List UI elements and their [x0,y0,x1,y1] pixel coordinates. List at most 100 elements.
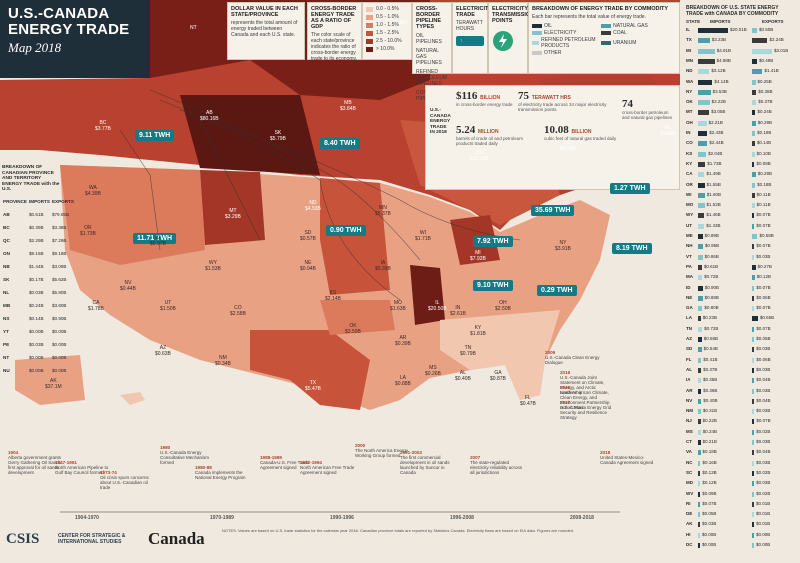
table-row: AL $0.37B $0.03B [686,366,771,373]
state-ok [320,300,395,335]
import-bar [698,254,703,260]
timeline-period: 1990-1996 [330,515,354,521]
region-label-oh: OH $2.50B [495,300,511,312]
table-row: NC $0.16B $0.03B [686,459,771,466]
region-label-ut: UT $1.50B [160,300,176,312]
import-bar [698,532,700,538]
gdp-bin: > 10.0% [366,46,408,52]
import-bar [698,223,705,229]
import-bar [698,306,703,312]
table-row: NU $0.00B $0.00B [3,367,67,373]
table-row: NH $0.95B $0.07B [686,243,771,250]
table-row: KS $2.04B $0.10B [686,150,771,157]
region-label-tn: TN $0.79B [460,345,476,357]
lightning-icon [493,31,513,51]
gdp-swatch [366,14,373,20]
state-il-highlight [410,265,445,325]
import-bar [698,89,711,95]
import-bar [698,275,703,281]
table-row: AK $0.03B $0.01B [686,521,771,528]
region-label-or: OR $1.73B [80,225,96,237]
import-bar [698,192,705,198]
gdp-bin: 1.0 - 1.5% [366,22,408,28]
export-bar [752,460,755,466]
timeline-period: 1904-1970 [75,515,99,521]
export-bar [752,182,756,188]
import-bar [698,543,700,548]
import-bar [698,501,701,507]
timeline-event: 2007 The state-regulated electricity reli… [470,455,523,475]
table-row: MB $0.24B $3.60B [3,302,67,308]
table-row: WY $1.46B $0.07B [686,212,771,219]
import-bar [698,347,702,353]
export-bar [752,470,755,476]
region-northwest [60,165,205,265]
export-bar [752,244,755,250]
import-bar [698,398,702,404]
ca-col-province: PROVINCE [3,198,27,204]
flow-pa: 0.29 TWH [537,285,577,296]
electricity-sample-arrow: ↑ [456,36,484,46]
table-row: NB $1.44B $3.09B [3,263,67,269]
region-southeast [440,310,560,400]
timeline-period: 1970-1989 [210,515,234,521]
commodity-swatch [532,51,542,55]
legend-commodity: BREAKDOWN OF ENERGY TRADE BY COMMODITY E… [528,2,680,74]
import-bar [698,512,701,518]
export-bar [752,141,755,147]
table-row: HI $0.00B $0.00B [686,531,771,538]
table-row: DE $0.05B $0.01B [686,511,771,518]
table-row: CT $0.21B $0.03B [686,439,771,445]
region-label-on: ON $17.33B [470,150,489,162]
flow-mb-nd: 8.40 TWH [320,138,360,149]
timeline-event: 1947-1951 North American Pipeline to Gulf… [55,460,109,475]
table-row: QC $2.29B $7.29B [3,237,67,243]
title-line1: U.S.-CANADA [8,5,110,22]
import-bar [698,440,701,445]
region-label-il: IL $20.50B [428,300,447,312]
flow-bc-wa: 9.11 TWH [135,130,175,141]
us-table-title: BREAKDOWN OF U.S. STATE ENERGY TRADE wit… [686,5,779,17]
table-row: MD $0.12B $0.03B [686,480,771,487]
import-bar [698,203,705,209]
table-row: SK $0.17B $5.62B [3,276,67,282]
region-label-ak: AK $37.1M [45,378,62,390]
gdp-bin: 0.5 - 1.0% [366,14,408,20]
table-row: CA $1.49B $0.29B [686,171,772,178]
gdp-swatch [366,30,373,36]
commodity-swatch [532,31,542,35]
export-bar [752,161,755,167]
export-bar [752,429,755,435]
region-label-fl: FL $0.47B [520,395,536,407]
stat-oil: 5.24 MILLION barrels of crude oil and pe… [456,124,524,146]
region-label-wy: WY $1.53B [205,260,221,272]
table-row: GA $0.80B $0.07B [686,305,771,312]
timeline-svg [60,511,620,513]
export-bar [752,419,755,425]
table-row: NS $0.14B $0.90B [3,315,67,321]
commodity-item: OIL [532,23,601,29]
commodity-item: ELECTRICITY [532,30,601,36]
commodity-item: COAL [601,30,670,36]
pipeline-type: OIL PIPELINES [416,33,442,45]
import-bar [698,120,707,126]
export-bar [752,151,755,157]
commodity-swatch [532,41,540,45]
commodity-swatch [601,41,612,45]
pipeline-type: NATURAL GAS PIPELINES [416,48,442,66]
region-label-mi: MI $7.92B [470,250,486,262]
table-row: WI $1.60B $0.11B [686,191,771,198]
export-bar [752,450,755,456]
region-label-ok: OK $3.59B [345,323,361,335]
stat-gas: 10.08 BILLION cubic feet of natural gas … [544,124,617,141]
timeline: 1904-1970 1970-1989 1990-1996 1996-2008 2008… [0,350,680,528]
export-bar [752,213,755,219]
region-label-mb: MB $3.84B [340,100,356,112]
region-label-nm: NM $0.34B [215,355,231,367]
table-row: LA $0.23B $0.65B [686,315,775,322]
canada-province-table: BREAKDOWN OF CANADIAN PROVINCE AND TERRI… [2,165,74,377]
region-label-az: AZ $0.63B [155,345,171,357]
export-bar [752,357,755,363]
region-label-id: ID $0.97B [150,235,166,247]
gdp-bin: 1.5 - 2.5% [366,30,408,36]
